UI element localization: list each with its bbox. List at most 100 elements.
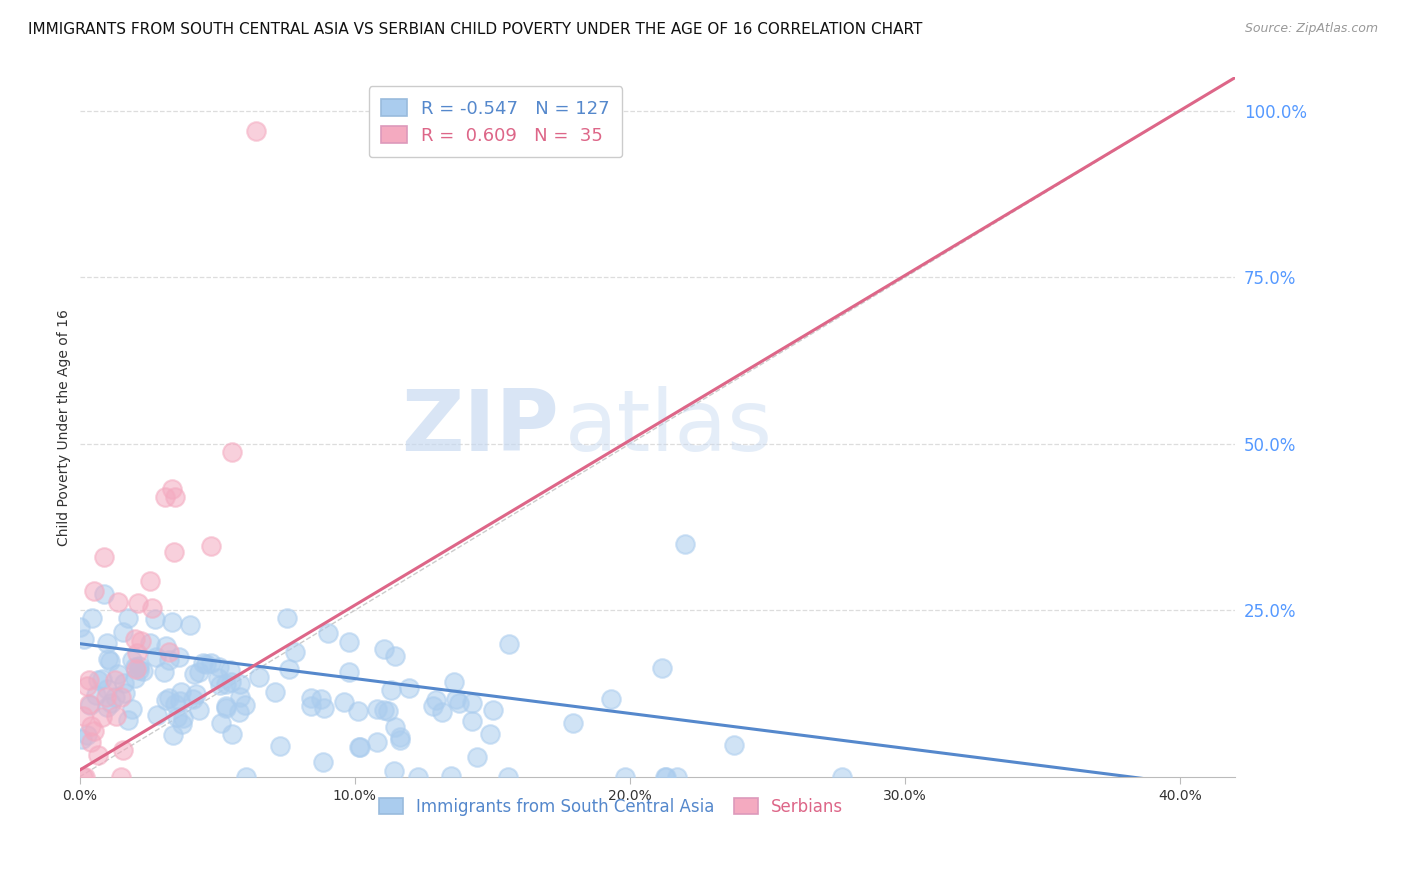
Text: IMMIGRANTS FROM SOUTH CENTRAL ASIA VS SERBIAN CHILD POVERTY UNDER THE AGE OF 16 : IMMIGRANTS FROM SOUTH CENTRAL ASIA VS SE…	[28, 22, 922, 37]
Point	[96, 690, 118, 705]
Point	[245, 124, 267, 138]
Point	[87, 673, 110, 688]
Point	[444, 691, 467, 706]
Point	[80, 735, 103, 749]
Point	[169, 694, 191, 708]
Point	[125, 646, 148, 660]
Point	[117, 713, 139, 727]
Point	[461, 714, 484, 729]
Point	[235, 770, 257, 784]
Point	[170, 685, 193, 699]
Point	[172, 711, 194, 725]
Point	[124, 660, 146, 674]
Point	[312, 701, 335, 715]
Point	[600, 691, 623, 706]
Point	[162, 728, 184, 742]
Point	[187, 703, 209, 717]
Point	[139, 574, 162, 589]
Point	[283, 645, 305, 659]
Point	[80, 611, 103, 625]
Point	[76, 679, 98, 693]
Point	[112, 676, 135, 690]
Point	[91, 672, 114, 686]
Point	[186, 686, 208, 700]
Point	[96, 681, 118, 696]
Point	[141, 600, 163, 615]
Point	[366, 735, 388, 749]
Point	[384, 720, 406, 734]
Y-axis label: Child Poverty Under the Age of 16: Child Poverty Under the Age of 16	[58, 309, 72, 546]
Point	[114, 686, 136, 700]
Point	[163, 545, 186, 559]
Point	[191, 656, 214, 670]
Point	[75, 770, 97, 784]
Point	[162, 483, 184, 497]
Point	[496, 770, 519, 784]
Text: Source: ZipAtlas.com: Source: ZipAtlas.com	[1244, 22, 1378, 36]
Point	[449, 696, 471, 710]
Point	[111, 624, 134, 639]
Point	[276, 611, 298, 625]
Text: ZIP: ZIP	[402, 385, 560, 468]
Point	[165, 490, 187, 504]
Point	[382, 764, 405, 779]
Point	[165, 697, 187, 711]
Point	[183, 691, 205, 706]
Point	[346, 705, 368, 719]
Point	[110, 770, 132, 784]
Point	[831, 770, 853, 784]
Point	[128, 659, 150, 673]
Point	[209, 715, 232, 730]
Point	[389, 733, 412, 747]
Point	[86, 747, 108, 762]
Point	[264, 684, 287, 698]
Point	[654, 770, 676, 784]
Point	[107, 595, 129, 609]
Point	[72, 708, 94, 723]
Point	[121, 653, 143, 667]
Point	[104, 673, 127, 687]
Point	[613, 770, 636, 784]
Point	[97, 652, 120, 666]
Point	[159, 691, 181, 706]
Point	[349, 740, 371, 755]
Point	[277, 662, 299, 676]
Point	[183, 667, 205, 681]
Point	[666, 770, 689, 784]
Point	[655, 770, 678, 784]
Point	[110, 690, 132, 705]
Point	[384, 648, 406, 663]
Point	[215, 699, 238, 714]
Point	[179, 618, 201, 632]
Point	[398, 681, 420, 696]
Point	[200, 656, 222, 670]
Point	[124, 662, 146, 676]
Point	[145, 707, 167, 722]
Point	[72, 770, 94, 784]
Point	[221, 445, 243, 459]
Point	[79, 697, 101, 711]
Point	[207, 671, 229, 685]
Point	[96, 635, 118, 649]
Point	[312, 756, 335, 770]
Point	[96, 700, 118, 714]
Point	[157, 645, 180, 659]
Point	[145, 650, 167, 665]
Point	[443, 675, 465, 690]
Point	[93, 549, 115, 564]
Point	[347, 739, 370, 754]
Point	[83, 583, 105, 598]
Point	[170, 717, 193, 731]
Point	[373, 703, 395, 717]
Point	[98, 654, 121, 668]
Point	[389, 730, 412, 744]
Point	[422, 698, 444, 713]
Point	[160, 615, 183, 629]
Point	[200, 539, 222, 553]
Point	[77, 673, 100, 687]
Point	[69, 620, 91, 634]
Point	[121, 701, 143, 715]
Point	[425, 692, 447, 706]
Point	[155, 693, 177, 707]
Point	[157, 653, 180, 667]
